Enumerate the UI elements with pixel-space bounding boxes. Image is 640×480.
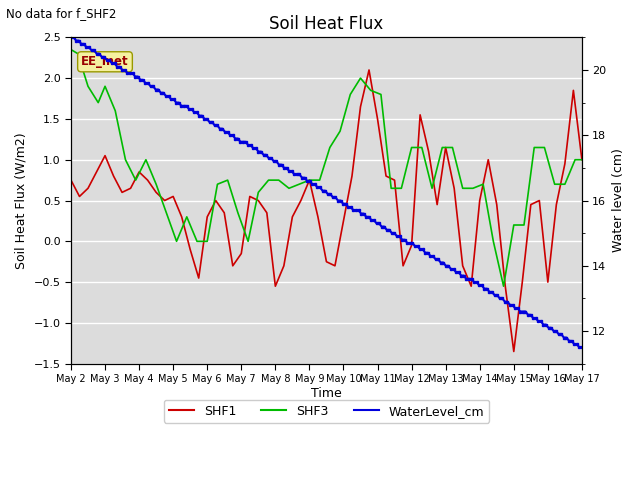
SHF1 xyxy=(365,67,373,73)
SHF3 xyxy=(551,181,559,187)
SHF1 xyxy=(340,218,348,224)
Y-axis label: Water level (cm): Water level (cm) xyxy=(612,149,625,252)
SHF3 xyxy=(101,84,109,89)
WaterLevel_cm xyxy=(534,318,542,324)
Text: EE_met: EE_met xyxy=(81,55,129,68)
SHF3 xyxy=(67,47,75,52)
WaterLevel_cm xyxy=(162,93,170,99)
SHF1 xyxy=(382,173,390,179)
SHF3 xyxy=(500,283,508,289)
WaterLevel_cm xyxy=(98,54,106,60)
Legend: SHF1, SHF3, WaterLevel_cm: SHF1, SHF3, WaterLevel_cm xyxy=(164,400,489,423)
SHF1 xyxy=(170,193,177,199)
WaterLevel_cm xyxy=(204,116,211,122)
SHF1 xyxy=(527,202,534,207)
SHF3 xyxy=(305,177,313,183)
SHF3 xyxy=(578,157,586,163)
Y-axis label: Soil Heat Flux (W/m2): Soil Heat Flux (W/m2) xyxy=(15,132,28,269)
WaterLevel_cm xyxy=(578,345,586,350)
WaterLevel_cm xyxy=(575,345,583,350)
SHF1 xyxy=(186,247,194,252)
SHF1 xyxy=(578,157,586,163)
Text: No data for f_SHF2: No data for f_SHF2 xyxy=(6,7,116,20)
Line: SHF3: SHF3 xyxy=(71,49,582,286)
Line: WaterLevel_cm: WaterLevel_cm xyxy=(70,36,583,348)
WaterLevel_cm xyxy=(88,48,95,53)
WaterLevel_cm xyxy=(67,35,75,40)
SHF1 xyxy=(246,193,253,199)
Line: SHF1: SHF1 xyxy=(71,70,582,351)
SHF3 xyxy=(397,185,405,191)
Title: Soil Heat Flux: Soil Heat Flux xyxy=(269,15,383,33)
SHF1 xyxy=(510,348,518,354)
WaterLevel_cm xyxy=(552,328,560,334)
X-axis label: Time: Time xyxy=(311,387,342,400)
SHF1 xyxy=(67,177,75,183)
SHF3 xyxy=(377,92,385,97)
SHF3 xyxy=(244,239,252,244)
